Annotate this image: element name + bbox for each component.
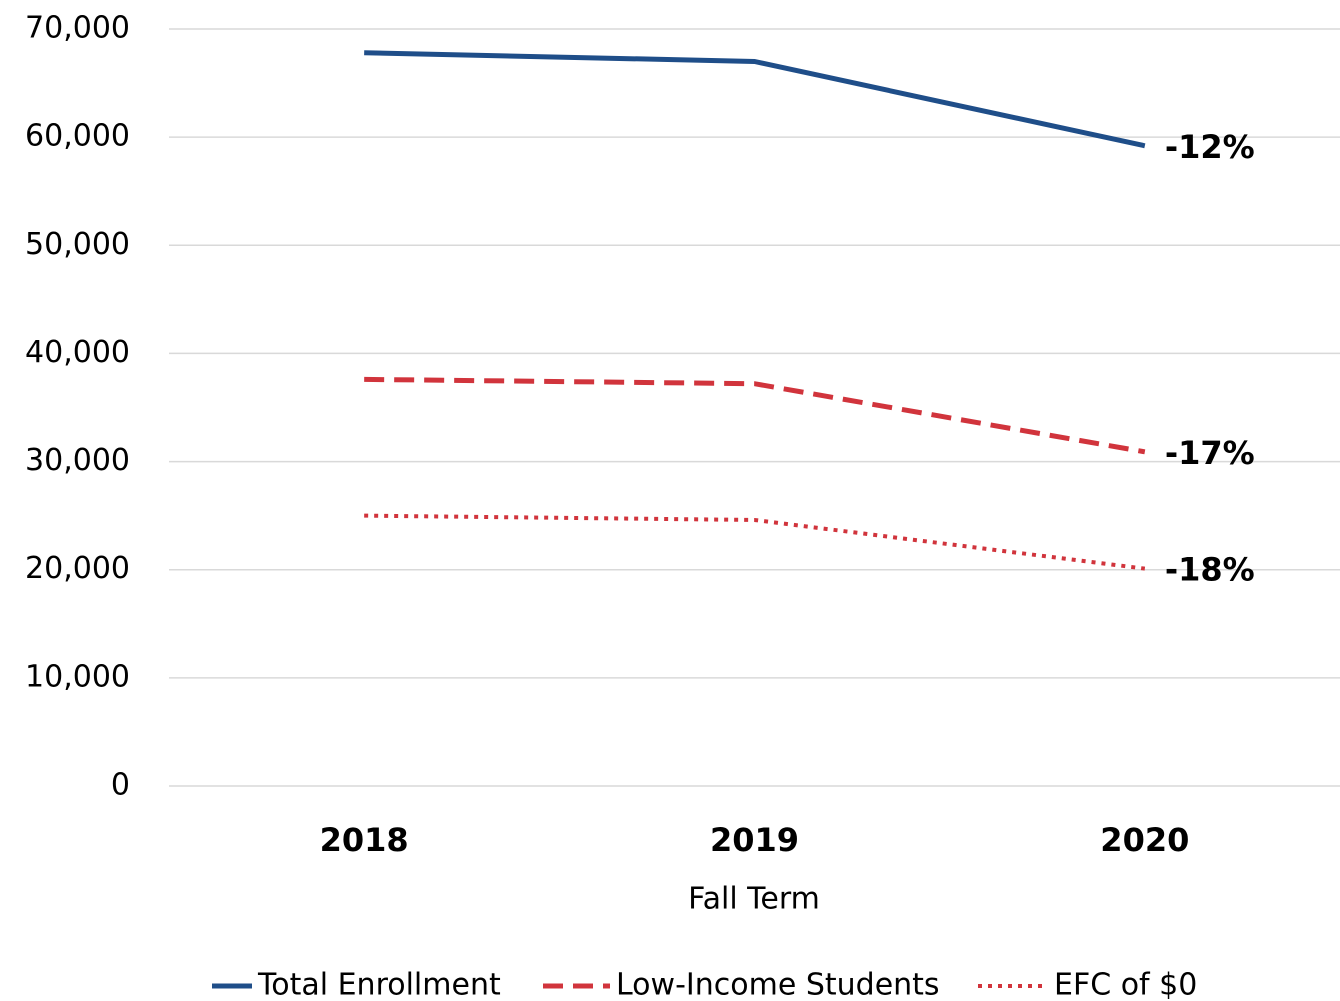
- x-tick-label: 2019: [710, 821, 799, 859]
- x-axis-label: Fall Term: [688, 882, 820, 917]
- y-tick-label: 50,000: [25, 227, 130, 262]
- legend-label: Low-Income Students: [616, 968, 940, 1001]
- x-tick-label: 2020: [1100, 821, 1189, 859]
- series-line: [364, 376, 1146, 455]
- y-tick-label: 10,000: [25, 659, 130, 694]
- annotation: -12%: [1165, 128, 1255, 166]
- legend-label: Total Enrollment: [257, 968, 501, 1001]
- y-tick-label: 0: [111, 768, 130, 803]
- legend-label: EFC of $0: [1054, 968, 1197, 1001]
- series-line: [364, 50, 1146, 149]
- annotation: -18%: [1165, 551, 1255, 589]
- series-line: [364, 513, 1146, 571]
- y-tick-label: 20,000: [25, 551, 130, 586]
- y-tick-label: 30,000: [25, 443, 130, 478]
- annotation: -17%: [1165, 434, 1255, 472]
- y-tick-label: 70,000: [25, 11, 130, 46]
- y-tick-label: 40,000: [25, 335, 130, 370]
- y-tick-label: 60,000: [25, 119, 130, 154]
- x-tick-label: 2018: [320, 821, 409, 859]
